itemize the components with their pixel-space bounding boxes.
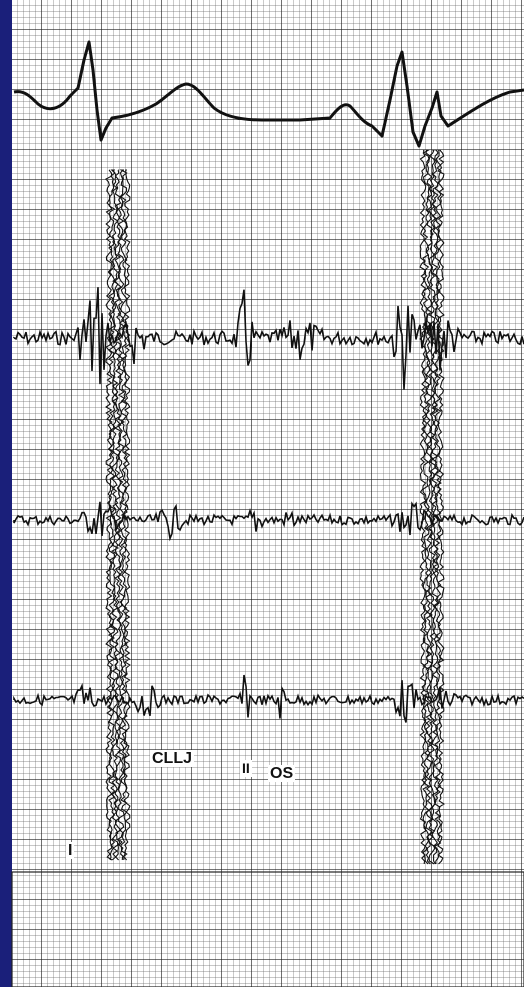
marker-band-left bbox=[105, 169, 131, 861]
marker-band-right bbox=[419, 149, 446, 865]
middle-sound-channel bbox=[13, 501, 524, 542]
major-grid bbox=[12, 0, 524, 987]
ecg-trace bbox=[13, 40, 524, 148]
label-first-heart-sound: I bbox=[66, 842, 75, 859]
label-opening-snap: OS bbox=[268, 765, 296, 782]
label-click: CLLJ bbox=[150, 750, 194, 767]
upper-sound-channel bbox=[13, 287, 524, 390]
paper-bottom-margin bbox=[11, 871, 524, 987]
label-second-heart-sound: II bbox=[240, 760, 252, 777]
